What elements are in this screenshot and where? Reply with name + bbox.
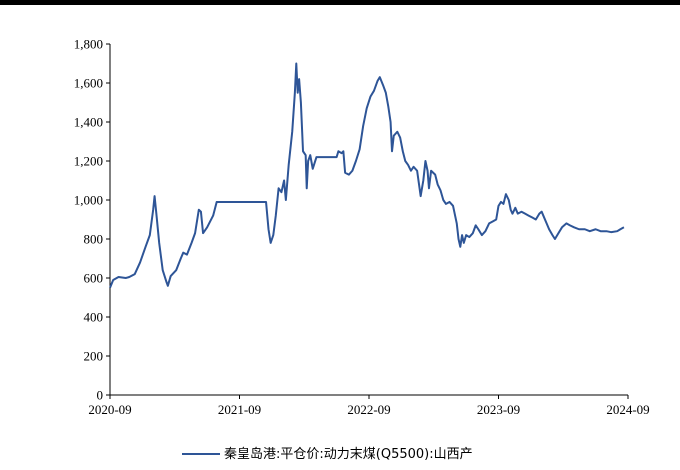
chart-axes — [109, 44, 628, 396]
x-tick-label: 2023-09 — [477, 402, 520, 417]
y-tick-group: 0 200 400 600 800 1,000 1,200 1,400 1,600 1,800 — [74, 37, 110, 403]
x-tick-group: 2020-09 2021-09 2022-09 2023-09 2024-09 — [88, 395, 650, 417]
y-tick-label: 800 — [84, 232, 104, 247]
top-rule — [0, 0, 680, 5]
y-tick-label: 200 — [84, 349, 104, 364]
legend-label: 秦皇岛港:平仓价:动力末煤(Q5500):山西产 — [224, 446, 473, 462]
x-tick-label: 2022-09 — [347, 402, 390, 417]
y-tick-label: 1,800 — [74, 37, 103, 52]
series-line — [109, 62, 625, 289]
y-tick-label: 600 — [84, 271, 104, 286]
legend: 秦皇岛港:平仓价:动力末煤(Q5500):山西产 — [182, 446, 473, 462]
y-tick-label: 1,600 — [74, 76, 103, 91]
x-tick-label: 2020-09 — [88, 402, 131, 417]
y-tick-label: 1,200 — [74, 154, 103, 169]
x-tick-label: 2024-09 — [606, 402, 649, 417]
x-tick-label: 2021-09 — [218, 402, 261, 417]
y-tick-label: 0 — [97, 388, 104, 403]
y-tick-label: 400 — [84, 310, 104, 325]
y-tick-label: 1,400 — [74, 115, 103, 130]
y-tick-label: 1,000 — [74, 193, 103, 208]
series-group — [109, 62, 625, 289]
